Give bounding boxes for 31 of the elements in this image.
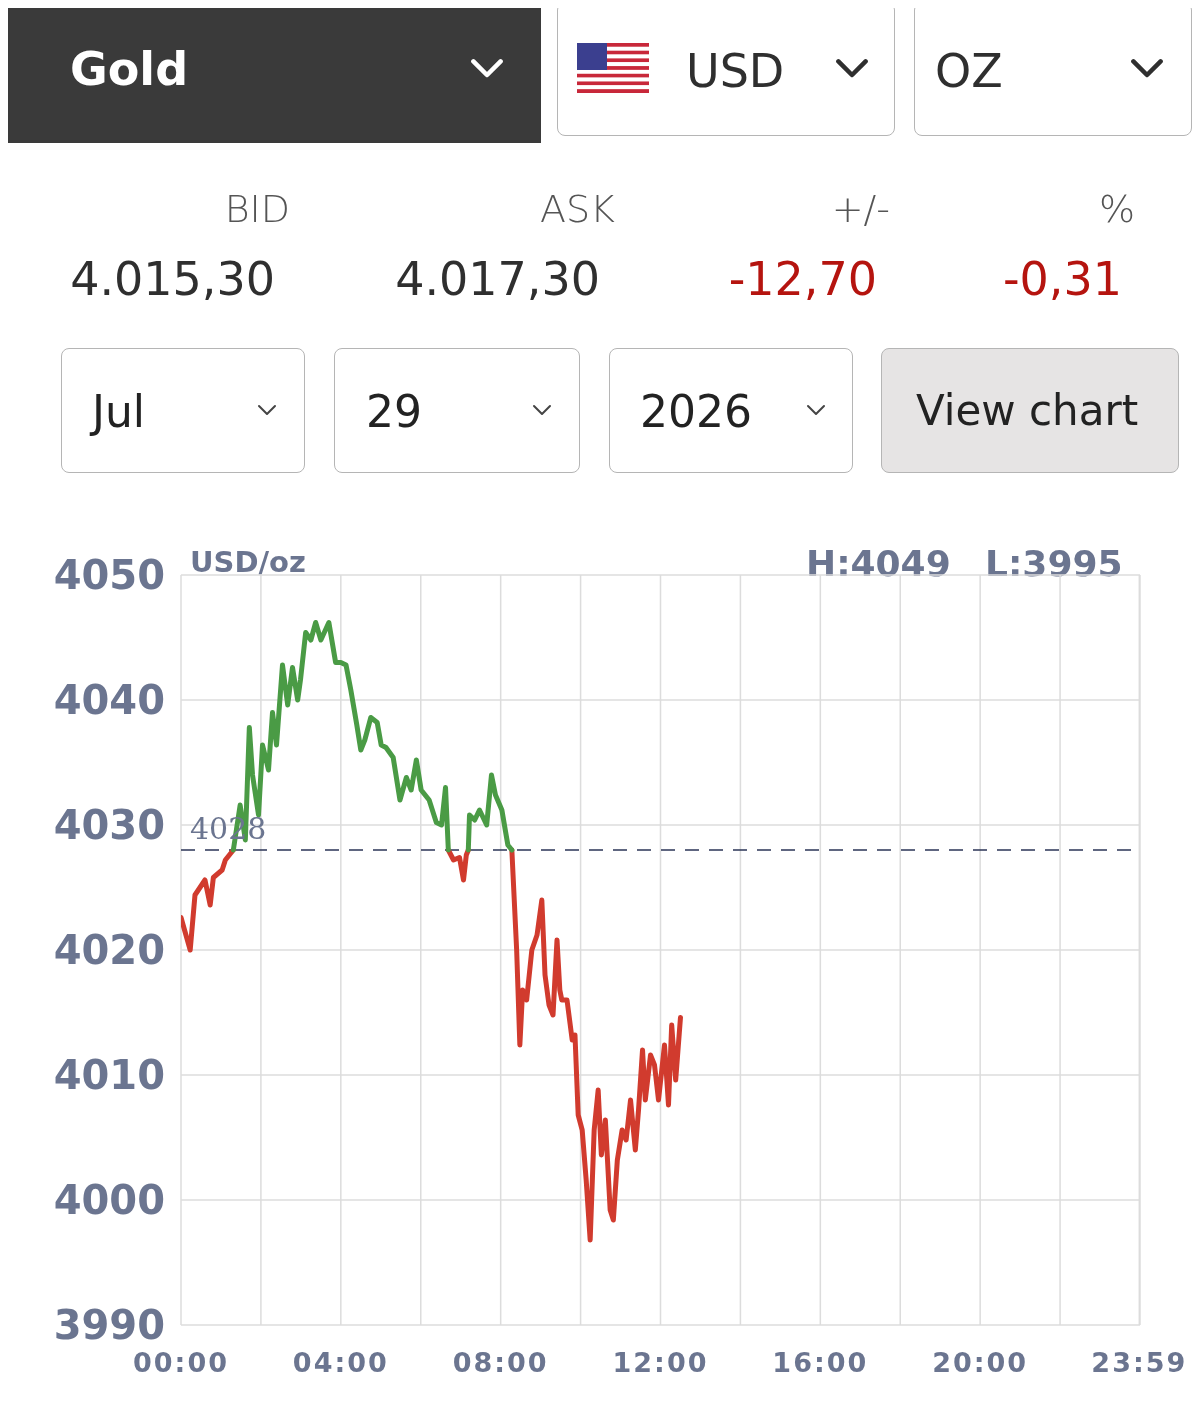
x-tick-label: 04:00: [292, 1347, 389, 1379]
text: 29: [366, 386, 422, 437]
text: OZ: [935, 44, 1003, 98]
x-tick-label: 08:00: [452, 1347, 549, 1379]
text: 4.017,30: [395, 252, 600, 306]
y-tick-label: 4050: [53, 552, 165, 599]
text: -12,70: [728, 252, 877, 306]
x-tick-label: 20:00: [932, 1347, 1029, 1379]
annotation: L:3995: [985, 543, 1123, 584]
y-tick-label: 4020: [53, 927, 165, 974]
y-tick-label: 4040: [53, 677, 165, 724]
x-tick-label: 00:00: [133, 1347, 229, 1379]
chart-title: Gold: [70, 42, 189, 96]
y-tick-label: 3990: [53, 1302, 165, 1349]
y-tick-label: 4000: [53, 1177, 165, 1224]
text: USD: [686, 44, 785, 98]
x-tick-label: 12:00: [612, 1347, 709, 1379]
text: 4.015,30: [70, 252, 275, 306]
text: +/-: [831, 187, 890, 231]
x-tick-label: 23:59: [1091, 1347, 1188, 1379]
text: BID: [224, 187, 290, 231]
text: 2026: [640, 386, 752, 437]
text: ASK: [539, 187, 615, 231]
x-tick-label: 16:00: [772, 1347, 869, 1379]
y-axis-title: USD/oz: [190, 545, 306, 579]
y-tick-label: 4030: [53, 802, 165, 849]
annotation: H:4049: [806, 543, 951, 584]
text: %: [1098, 187, 1135, 231]
text: -0,31: [1002, 252, 1122, 306]
y-tick-label: 4010: [53, 1052, 165, 1099]
text: View chart: [916, 386, 1139, 435]
